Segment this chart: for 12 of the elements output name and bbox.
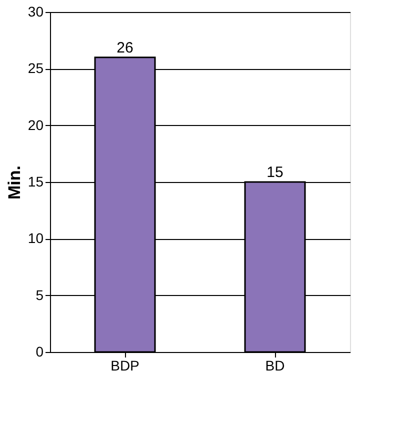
x-tick-label: BDP: [110, 358, 140, 374]
y-tick-label: 30: [28, 4, 44, 20]
y-tick-label: 5: [36, 286, 44, 303]
data-label: 26: [116, 39, 134, 56]
y-axis-title: Min.: [4, 166, 24, 200]
y-tick-label: 15: [28, 174, 44, 190]
y-tick-label: 10: [28, 230, 44, 246]
y-tick-label: 0: [36, 344, 44, 360]
y-tick-label: 25: [28, 60, 44, 76]
data-label: 15: [266, 164, 284, 181]
y-tick-label: 20: [28, 116, 44, 133]
x-tick-label: BD: [265, 358, 285, 374]
